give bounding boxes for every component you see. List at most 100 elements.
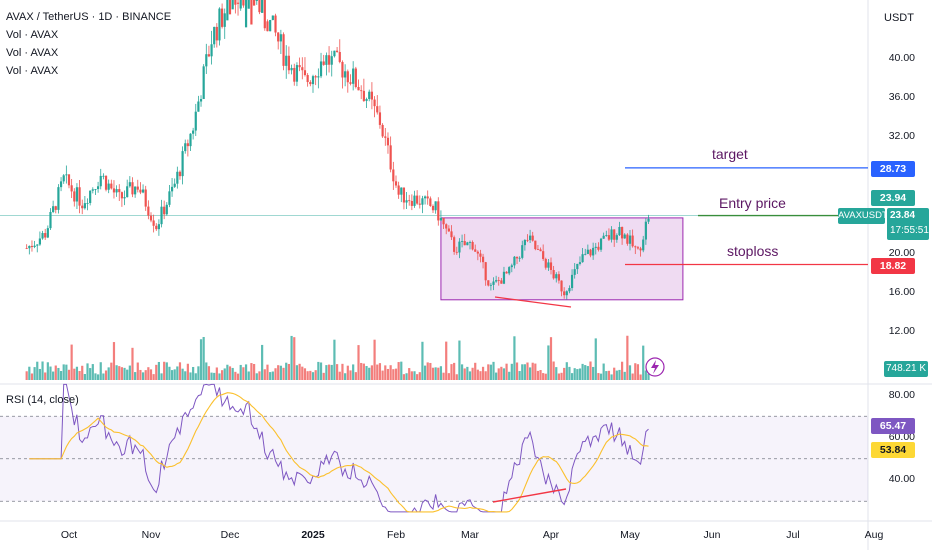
volume-bar [78, 371, 81, 380]
candle-body [362, 90, 365, 101]
candle-body [141, 189, 145, 193]
volume-bar [560, 372, 563, 380]
last-price-badge: 23.84 17:55:51 [887, 208, 929, 240]
candle-body [584, 253, 587, 255]
candle-body [290, 67, 293, 71]
volume-bar [536, 370, 540, 380]
candle-body [139, 189, 142, 193]
time-tick: Jun [703, 529, 721, 541]
volume-bar [141, 372, 145, 380]
candle-body [626, 234, 629, 244]
volume-bar [474, 362, 477, 380]
price-tick: 16.00 [888, 286, 915, 298]
volume-bar [447, 373, 450, 380]
candle-body [78, 187, 81, 206]
candle-body [186, 143, 189, 147]
candle-body [581, 254, 584, 263]
candle-body [413, 195, 416, 206]
candle-body [384, 136, 387, 138]
volume-bar [373, 339, 376, 380]
volume-bar [421, 341, 424, 380]
target-annotation[interactable]: target [712, 146, 748, 162]
candle-body [57, 187, 60, 210]
candle-body [255, 0, 258, 2]
candle-body [521, 245, 524, 258]
candle-body [228, 0, 232, 15]
candle-body [160, 206, 163, 225]
candle-body [330, 56, 333, 65]
candle-body [376, 106, 379, 113]
rsi-ma-line [29, 392, 649, 513]
candle-body [218, 8, 221, 41]
volume-bar [346, 365, 349, 380]
volume-bar [502, 368, 506, 380]
volume-bar [642, 345, 645, 380]
rsi-title[interactable]: RSI (14, close) [6, 394, 79, 406]
candle-body [163, 206, 166, 215]
candle-body [126, 186, 129, 198]
volume-bar [202, 336, 205, 380]
candle-body [25, 248, 28, 249]
volume-bar [497, 368, 500, 380]
volume-bar [57, 367, 60, 380]
candle-body [49, 211, 52, 229]
last-price-value: 23.84 [890, 210, 916, 221]
candle-body [505, 271, 508, 274]
candle-body [205, 54, 208, 67]
volume-bar [234, 371, 237, 380]
volume-bar [263, 369, 266, 380]
candle-body [293, 67, 296, 82]
volume-bar [128, 365, 131, 380]
candle-body [282, 34, 285, 66]
candle-body [408, 200, 411, 202]
rsi-line [29, 383, 649, 513]
volume-bar [178, 362, 182, 380]
entry-annotation[interactable]: Entry price [719, 195, 786, 211]
volume-bar [62, 364, 65, 380]
volume-bar [290, 335, 293, 380]
candle-body [547, 262, 550, 268]
candle-body [497, 280, 500, 281]
candle-body [463, 241, 466, 246]
currency-label[interactable]: USDT [884, 12, 914, 24]
candle-body [134, 186, 137, 195]
volume-bar [570, 373, 574, 380]
candle-body [96, 186, 100, 190]
candle-body [287, 55, 291, 71]
volume-bar [104, 370, 108, 380]
candle-body [136, 186, 139, 190]
candle-body [176, 171, 179, 184]
candle-body [59, 181, 63, 188]
volume-bar [258, 371, 261, 380]
candle-body [325, 55, 328, 65]
volume-bar [487, 364, 490, 380]
candle-body [110, 183, 113, 189]
volume-bar [423, 365, 427, 380]
stoploss-annotation[interactable]: stoploss [727, 243, 779, 259]
volume-bar [500, 366, 503, 380]
candle-body [447, 228, 450, 232]
candle-body [594, 246, 597, 248]
time-tick: Dec [220, 529, 240, 541]
candle-body [471, 242, 474, 250]
candle-body [631, 235, 634, 247]
volume-bar [301, 366, 304, 380]
candle-body [184, 143, 187, 152]
time-tick: Mar [460, 529, 480, 541]
candle-body [542, 251, 545, 259]
volume-bar [192, 366, 195, 380]
candle-body [570, 274, 574, 289]
rsi-tick: 60.00 [888, 431, 915, 443]
volume-bar [495, 372, 498, 380]
candle-body [118, 189, 121, 193]
volume-bar [184, 371, 187, 380]
candle-body [263, 0, 266, 29]
price-tick: 40.00 [888, 52, 915, 64]
volume-bar [578, 368, 582, 380]
volume-bar [376, 364, 379, 380]
volume-bar [521, 364, 524, 380]
volume-bar [384, 365, 387, 380]
candle-body [644, 221, 647, 240]
volume-bar [365, 366, 368, 380]
